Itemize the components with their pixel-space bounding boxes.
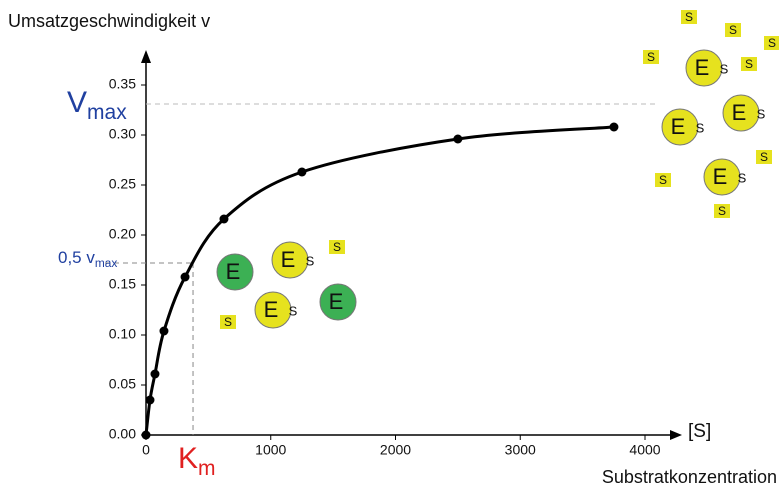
data-point	[150, 370, 159, 379]
data-point	[609, 123, 618, 132]
y-tick-label: 0.10	[109, 326, 136, 342]
x-tick-label: 1000	[255, 442, 286, 458]
x-tick-label: 2000	[380, 442, 411, 458]
enzyme-label: E	[281, 247, 296, 272]
enzyme-label: E	[264, 297, 279, 322]
substrate-label: S	[685, 10, 693, 24]
substrate-label: S	[718, 204, 726, 218]
substrate-label: S	[745, 57, 753, 71]
half-vmax-label-sub: max	[95, 256, 118, 270]
substrate-label: S	[333, 240, 341, 254]
y-axis-label: Umsatzgeschwindigkeit v	[8, 11, 210, 31]
chart: Umsatzgeschwindigkeit v Substratkonzentr…	[0, 0, 779, 494]
y-tick-label: 0.05	[109, 376, 136, 392]
km-label-sub: m	[198, 457, 216, 480]
data-point	[181, 273, 190, 282]
substrate-label: S	[659, 173, 667, 187]
bound-substrate-label: S	[720, 61, 729, 76]
x-tick-label: 3000	[505, 442, 536, 458]
y-tick-label: 0.00	[109, 426, 136, 442]
half-vmax-label-main: 0,5 v	[58, 248, 95, 267]
data-point	[219, 215, 228, 224]
x-axis-symbol: [S]	[688, 421, 711, 442]
enzyme-label: E	[713, 164, 728, 189]
enzyme-label: E	[671, 114, 686, 139]
x-tick-label: 4000	[629, 442, 660, 458]
x-axis-arrow	[670, 430, 682, 440]
data-point	[142, 431, 151, 440]
vmax-label-main: V	[67, 86, 87, 119]
series-line	[146, 127, 614, 435]
y-tick-label: 0.30	[109, 126, 136, 142]
km-label: Km	[178, 442, 216, 480]
x-axis-label: Substratkonzentration	[602, 467, 777, 487]
data-point	[453, 135, 462, 144]
substrate-label: S	[647, 50, 655, 64]
vmax-label-sub: max	[87, 101, 127, 124]
y-tick-label: 0.20	[109, 226, 136, 242]
enzyme-label: E	[226, 259, 241, 284]
data-point	[145, 396, 154, 405]
y-tick-label: 0.35	[109, 76, 136, 92]
bound-substrate-label: S	[289, 303, 298, 318]
substrate-label: S	[224, 315, 232, 329]
y-tick-label: 0.15	[109, 276, 136, 292]
x-tick-label: 0	[142, 442, 150, 458]
half-vmax-label: 0,5 vmax	[58, 248, 117, 270]
bound-substrate-label: S	[306, 253, 315, 268]
bound-substrate-label: S	[757, 106, 766, 121]
enzyme-label: E	[329, 289, 344, 314]
km-label-main: K	[178, 442, 198, 475]
data-point	[159, 327, 168, 336]
enzyme-label: E	[732, 100, 747, 125]
data-point	[297, 168, 306, 177]
y-tick-label: 0.25	[109, 176, 136, 192]
substrate-label: S	[768, 36, 776, 50]
bound-substrate-label: S	[738, 170, 747, 185]
bound-substrate-label: S	[696, 120, 705, 135]
substrate-label: S	[760, 150, 768, 164]
substrate-label: S	[729, 23, 737, 37]
y-axis-arrow	[141, 50, 151, 63]
enzyme-label: E	[695, 55, 710, 80]
